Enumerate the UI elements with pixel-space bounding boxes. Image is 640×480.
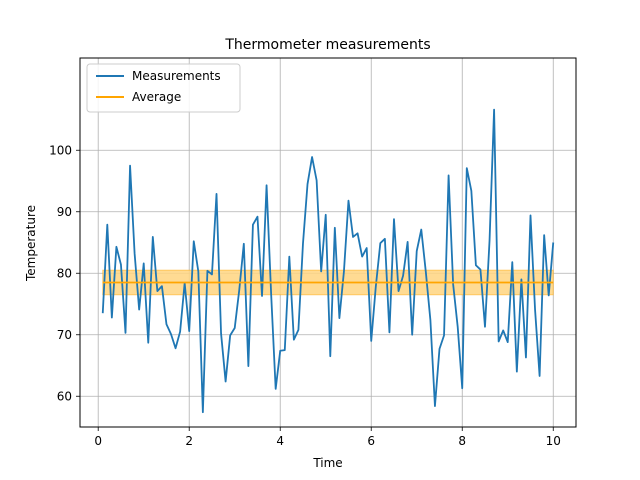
y-tick-label: 80 xyxy=(57,266,72,280)
y-axis-label: Temperature xyxy=(24,205,38,282)
plot-frame xyxy=(79,57,577,428)
y-tick-label: 100 xyxy=(49,143,72,157)
series-line-measurements xyxy=(101,108,555,414)
chart-title: Thermometer measurements xyxy=(224,37,430,53)
legend-label-measurements: Measurements xyxy=(132,69,221,83)
ticks: 0 2 4 6 8 10 60 70 80 90 100 xyxy=(49,143,561,448)
y-tick-label: 90 xyxy=(57,205,72,219)
legend: Measurements Average xyxy=(86,63,241,113)
x-tick-label: 8 xyxy=(458,434,466,448)
y-tick-label: 70 xyxy=(57,328,72,342)
x-tick-label: 2 xyxy=(185,434,193,448)
x-tick-label: 10 xyxy=(546,434,561,448)
y-tick-label: 60 xyxy=(57,389,72,403)
legend-box xyxy=(86,63,241,113)
x-tick-label: 4 xyxy=(276,434,284,448)
x-axis-label: Time xyxy=(312,456,342,470)
x-tick-label: 6 xyxy=(367,434,375,448)
series-layer xyxy=(101,108,555,414)
legend-label-average: Average xyxy=(132,90,181,104)
x-tick-label: 0 xyxy=(94,434,102,448)
